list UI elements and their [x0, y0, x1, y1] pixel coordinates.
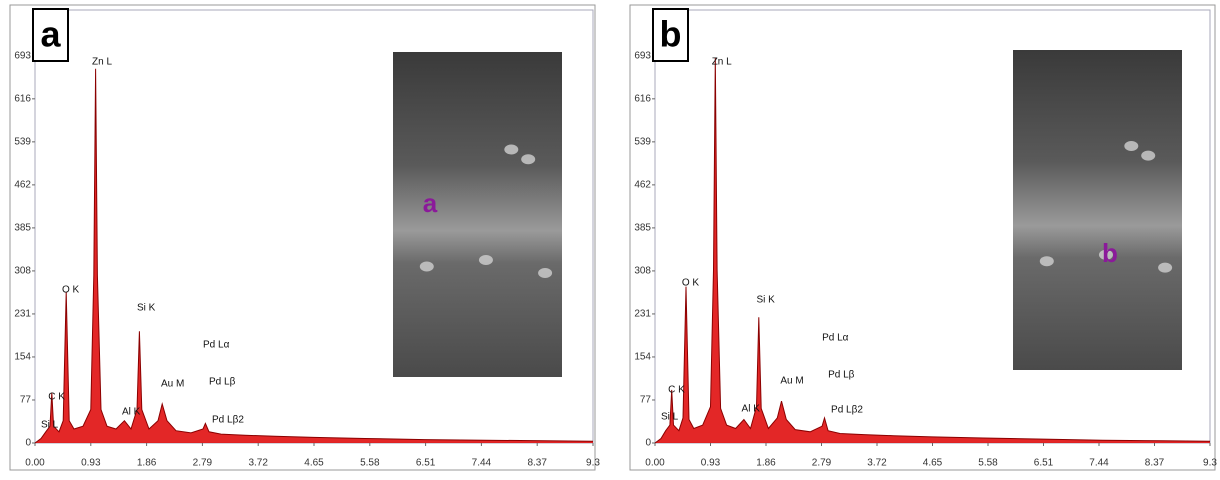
peak-label: Pd Lβ2 — [831, 405, 863, 416]
x-tick-label: 4.65 — [304, 458, 324, 469]
y-tick-label: 154 — [634, 352, 651, 363]
sem-particle — [1141, 150, 1156, 161]
sem-particle — [1158, 262, 1173, 273]
x-tick-label: 0.93 — [81, 458, 101, 469]
x-tick-label: 6.51 — [416, 458, 436, 469]
peak-label: Pd Lα — [203, 340, 230, 351]
peak-label: Si L — [661, 412, 679, 423]
y-tick-label: 462 — [14, 180, 31, 191]
x-tick-label: 5.58 — [978, 458, 998, 469]
sem-inset — [1013, 50, 1182, 370]
peak-label: Al K — [122, 407, 141, 418]
peak-label: C K — [668, 385, 685, 396]
x-tick-label: 0.00 — [25, 458, 45, 469]
y-tick-label: 154 — [14, 352, 31, 363]
x-tick-label: 4.65 — [923, 458, 943, 469]
sem-particle — [521, 154, 536, 165]
x-tick-label: 7.44 — [472, 458, 492, 469]
peak-label: Pd Lα — [822, 333, 849, 344]
panel-label-box — [652, 8, 689, 62]
peak-label: Zn L — [712, 57, 732, 68]
sem-particle — [1124, 141, 1139, 151]
peak-label: Si K — [756, 295, 775, 306]
sem-particle — [1098, 249, 1113, 260]
y-tick-label: 693 — [14, 50, 31, 61]
peak-label: O K — [62, 285, 80, 296]
sem-particle — [504, 144, 519, 155]
x-tick-label: 2.79 — [812, 458, 832, 469]
y-tick-label: 77 — [20, 395, 32, 406]
y-tick-label: 77 — [640, 395, 652, 406]
y-tick-label: 693 — [634, 50, 651, 61]
sem-particle — [419, 261, 434, 272]
x-tick-label: 1.86 — [137, 458, 157, 469]
peak-label: Pd Lβ2 — [212, 415, 244, 426]
x-tick-label: 3.72 — [867, 458, 887, 469]
peak-label: Zn L — [92, 57, 112, 68]
peak-label: Al K — [742, 404, 761, 415]
y-tick-label: 385 — [634, 223, 651, 234]
inset-label: b — [1102, 238, 1118, 268]
spectrum-line — [654, 57, 1211, 444]
panel-label: b — [660, 14, 682, 55]
y-tick-label: 308 — [14, 266, 31, 277]
x-tick-label: 2.79 — [193, 458, 213, 469]
panel-label-box — [32, 8, 69, 62]
x-tick-label: 8.37 — [1145, 458, 1165, 469]
y-tick-label: 0 — [25, 438, 31, 449]
y-tick-label: 231 — [14, 309, 31, 320]
inset-label: a — [423, 188, 438, 218]
panel-label: a — [40, 14, 61, 55]
sem-particle — [1039, 256, 1054, 267]
peak-label: C K — [48, 392, 65, 403]
y-tick-label: 385 — [14, 223, 31, 234]
x-tick-label: 9.3 — [586, 458, 600, 469]
y-tick-label: 462 — [634, 180, 651, 191]
x-tick-label: 0.00 — [645, 458, 665, 469]
spectrum-panel: 0 77 154 231 308 385 462 539 616 693 0.00 0.93 1.86 2… — [629, 4, 1217, 471]
peak-label: Au M — [780, 376, 803, 387]
peak-label: Au M — [161, 379, 184, 390]
sem-particle — [538, 268, 553, 278]
x-tick-label: 1.86 — [756, 458, 776, 469]
x-tick-label: 0.93 — [701, 458, 721, 469]
x-tick-label: 7.44 — [1089, 458, 1109, 469]
sem-particle — [478, 255, 493, 265]
sem-inset — [393, 52, 562, 377]
spectrum-panel: 0 77 154 231 308 385 462 539 616 693 0.00 0.93 1.86 2… — [9, 4, 600, 471]
y-tick-label: 616 — [14, 93, 31, 104]
peak-label: Si K — [137, 303, 156, 314]
y-tick-label: 539 — [14, 136, 31, 147]
y-tick-label: 539 — [634, 136, 651, 147]
y-tick-label: 0 — [645, 438, 651, 449]
x-tick-label: 5.58 — [360, 458, 380, 469]
spectrum-line — [34, 68, 594, 444]
peak-label: Si L — [41, 420, 59, 431]
x-tick-label: 6.51 — [1034, 458, 1054, 469]
x-tick-label: 9.3 — [1203, 458, 1217, 469]
peak-label: Pd Lβ — [828, 370, 855, 381]
peak-label: O K — [682, 278, 700, 289]
x-tick-label: 8.37 — [527, 458, 547, 469]
y-tick-label: 616 — [634, 93, 651, 104]
peak-label: Pd Lβ — [209, 377, 236, 388]
y-tick-label: 231 — [634, 309, 651, 320]
y-tick-label: 308 — [634, 266, 651, 277]
x-tick-label: 3.72 — [248, 458, 268, 469]
